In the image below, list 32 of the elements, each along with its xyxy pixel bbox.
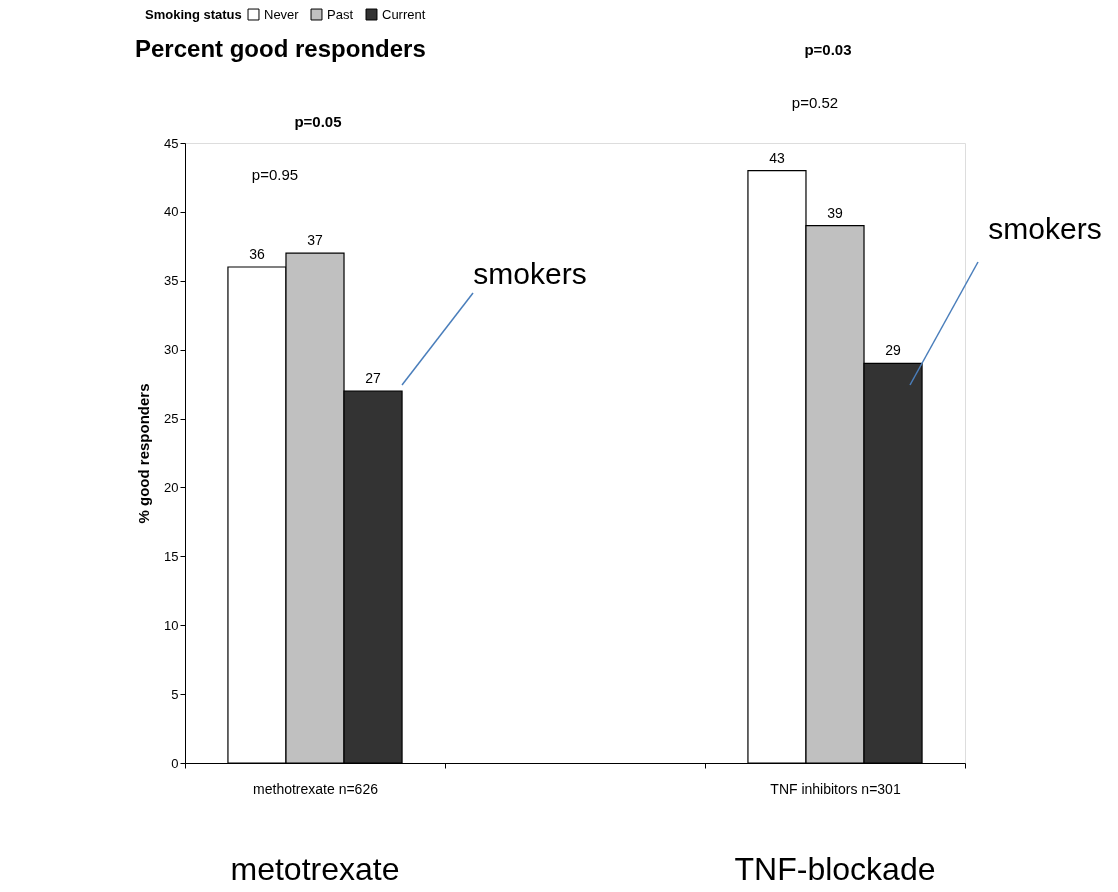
y-tick-label: 20 [164, 479, 179, 495]
y-tick-label: 15 [164, 548, 179, 564]
x-tick-label: methotrexate n=626 [253, 780, 379, 797]
y-tick-label: 25 [164, 411, 179, 427]
legend-label: Never [264, 6, 300, 22]
y-tick-label: 40 [164, 204, 179, 220]
legend-label: Past [327, 6, 354, 22]
annotation: p=0.95 [251, 166, 299, 183]
data-label: 27 [365, 370, 382, 386]
text: p=0.52 [791, 94, 839, 111]
x-tick-label: TNF inhibitors n=301 [770, 780, 901, 797]
y-tick-label: 10 [164, 617, 179, 633]
y-tick-label: 45 [164, 135, 179, 151]
y-tick-label: 35 [164, 273, 179, 289]
data-label: 29 [885, 342, 902, 359]
data-label: 37 [307, 232, 323, 249]
data-label: 36 [249, 246, 265, 262]
annotation: smokers [473, 257, 587, 290]
text: metotrexate [230, 851, 400, 887]
data-label: 43 [769, 149, 785, 166]
legend-title: Smoking status [145, 7, 242, 22]
y-tick-label: 0 [171, 755, 179, 771]
data-label: 39 [827, 204, 843, 221]
text: p=0.03 [804, 41, 852, 58]
y-tick-label: 5 [171, 686, 179, 702]
text: p=0.05 [294, 113, 342, 130]
y-axis-title: % good responders [135, 383, 153, 524]
chart-title: Percent good responders [135, 35, 426, 62]
y-tick-label: 30 [164, 342, 179, 358]
text: smokers [988, 212, 1102, 245]
text: TNF-blockade [734, 851, 936, 887]
legend-label: Current [382, 6, 426, 22]
